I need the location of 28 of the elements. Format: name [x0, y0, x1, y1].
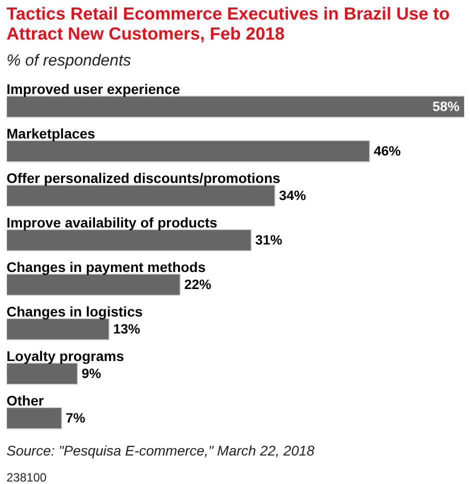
y-tick-label: Changes in logistics [6, 303, 143, 320]
data-label: 31% [255, 232, 282, 248]
bar [6, 228, 252, 252]
bar [6, 95, 464, 118]
data-label: 46% [374, 144, 401, 159]
y-tick-label: Offer personalized discounts/promotions [6, 170, 281, 186]
bar [6, 273, 181, 296]
chart-subtitle: % of respondents [6, 52, 132, 70]
bar [6, 362, 78, 385]
bar [6, 140, 370, 162]
y-tick-label: Changes in payment methods [6, 258, 206, 275]
bar [6, 184, 276, 207]
chart-title: Tactics Retail Ecommerce Executives in Brazil Use to Attract New Customers, Feb 2018 [6, 4, 450, 44]
data-label: 13% [113, 322, 140, 337]
data-label: 34% [278, 188, 306, 204]
data-label: 58% [432, 99, 460, 114]
data-label: 22% [184, 277, 212, 292]
y-tick-label: Marketplaces [6, 125, 96, 142]
y-tick-label: Loyalty programs [6, 348, 124, 364]
y-tick-label: Improve availability of products [6, 214, 218, 230]
y-tick-label: Improved user experience [6, 80, 180, 97]
bar [6, 318, 110, 340]
data-label: 7% [66, 410, 86, 426]
source-note: Source: "Pesquisa E-commerce," March 22, 2018 [6, 442, 315, 458]
data-label: 9% [82, 366, 102, 382]
y-tick-label: Other [6, 392, 44, 408]
text: 238100 [6, 470, 47, 484]
bar [6, 406, 62, 430]
